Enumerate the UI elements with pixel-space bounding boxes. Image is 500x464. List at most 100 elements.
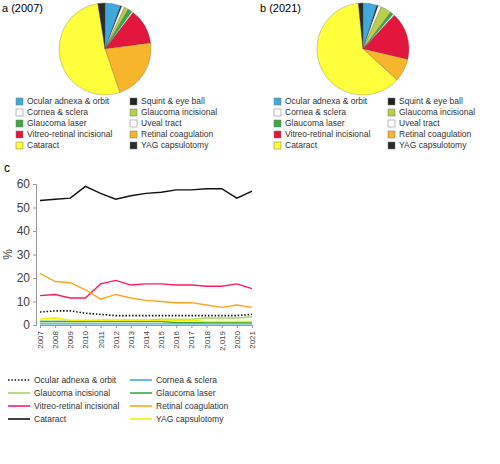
tick-mark [146, 325, 147, 328]
tick: 2009 [66, 325, 75, 349]
tick: 2014 [142, 325, 151, 349]
slice [105, 13, 151, 49]
legend-label: Cornea & sclera [285, 107, 346, 117]
legend-swatch [8, 405, 30, 407]
legend-swatch [130, 120, 137, 127]
tick-label: 2011 [97, 330, 106, 348]
tick-mark [222, 325, 223, 328]
legend-label: Cataract [285, 140, 318, 150]
chart-title: a (2007) [2, 2, 43, 14]
line [40, 311, 252, 316]
legend-swatch [130, 418, 152, 420]
tick-mark [176, 325, 177, 328]
tick-mark [55, 325, 56, 328]
axis-title: % [1, 249, 15, 260]
tick: 2007 [36, 325, 45, 349]
legend-swatch [274, 109, 281, 116]
legend: Ocular adnexa & orbitSquint & eye ballCo… [16, 96, 217, 150]
tick-label: 2008 [51, 330, 60, 348]
tick-label: 2012 [112, 330, 121, 348]
legend-swatch [8, 379, 30, 381]
legend-swatch [388, 120, 395, 127]
legend-swatch [274, 142, 281, 149]
legend-swatch [16, 98, 23, 105]
tick-label: 60 [17, 177, 31, 191]
tick-mark [237, 325, 238, 328]
tick-mark [207, 325, 208, 328]
tick: 2020 [233, 325, 242, 349]
tick: 2017 [187, 325, 196, 349]
tick-mark [161, 325, 162, 328]
tick-label: 2009 [66, 330, 75, 348]
legend: Ocular adnexa & orbitCornea & scleraGlau… [8, 375, 229, 424]
tick: 10 [17, 295, 36, 309]
tick-label: 50 [17, 201, 31, 215]
tick: 50 [17, 201, 36, 215]
legend-swatch [130, 142, 137, 149]
legend-label: Cornea & sclera [156, 375, 217, 385]
tick-mark [33, 231, 36, 232]
plot-lines [40, 186, 252, 323]
y-axis: 0102030405060 [17, 177, 37, 332]
legend-swatch [130, 98, 137, 105]
tick-mark [33, 184, 36, 185]
tick: 60 [17, 177, 36, 191]
legend-label: Ocular adnexa & orbit [285, 96, 368, 106]
tick: 2018 [203, 325, 212, 349]
legend-swatch [388, 98, 395, 105]
x-axis: 2007 2008 2009 2010 2011 2012 2013 2014 2015 2016… [36, 325, 257, 351]
tick-label: 30 [17, 248, 31, 262]
tick-mark [252, 325, 253, 328]
legend-label: Glaucoma laser [285, 118, 345, 128]
tick-label: 2021 [248, 330, 257, 348]
legend-label: Glaucoma incisional [141, 107, 217, 117]
tick-label: 2018 [203, 330, 212, 348]
tick: 20 [17, 271, 36, 285]
tick-label: 2013 [127, 330, 136, 348]
tick-mark [116, 325, 117, 328]
chart-title: b (2021) [260, 2, 301, 14]
tick-label: 2014 [142, 330, 151, 348]
slice [59, 4, 120, 95]
tick-label: 20 [17, 271, 31, 285]
tick: 30 [17, 248, 36, 262]
tick-label: 2010 [81, 330, 90, 348]
slice [317, 3, 397, 95]
tick: 2011 [97, 325, 106, 348]
legend-swatch [130, 131, 137, 138]
legend-label: Retinal coagulation [399, 129, 472, 139]
pie-chart: a (2007) Ocular adnexa & orbitSquint & ey… [2, 2, 217, 150]
tick-mark [70, 325, 71, 328]
tick-label: 2015 [157, 330, 166, 348]
legend-label: Uveal tract [399, 118, 440, 128]
tick-mark [33, 302, 36, 303]
legend-label: Retinal coagulation [141, 129, 214, 139]
tick-label: 2016 [172, 330, 181, 348]
legend-swatch [388, 109, 395, 116]
tick-mark [131, 325, 132, 328]
tick: 2010 [81, 325, 90, 349]
legend-swatch [130, 109, 137, 116]
pie-chart: b (2021)Ocular adnexa & orbitSquint & ey… [260, 2, 475, 150]
legend-label: Glaucoma laser [27, 118, 87, 128]
legend-swatch [388, 142, 395, 149]
tick-label: 0 [23, 318, 30, 332]
tick-mark [85, 325, 86, 328]
legend-label: Cataract [34, 414, 67, 424]
legend-label: Ocular adnexa & orbit [34, 375, 117, 385]
tick-label: 2017 [187, 330, 196, 348]
tick-label: 2020 [233, 330, 242, 348]
legend-label: Glaucoma incisional [399, 107, 475, 117]
legend-swatch [130, 379, 152, 381]
legend-label: Vitreo-retinal incisional [285, 129, 370, 139]
line [40, 318, 252, 322]
chart-title: c [4, 161, 10, 175]
tick-mark [191, 325, 192, 328]
axis-line [41, 326, 253, 329]
pie [59, 3, 151, 95]
tick-mark [33, 325, 36, 326]
line-chart: c010203040506020072008200920102011201220… [1, 161, 257, 424]
legend-swatch [388, 131, 395, 138]
legend-label: Squint & eye ball [141, 96, 205, 106]
legend-swatch [130, 405, 152, 407]
